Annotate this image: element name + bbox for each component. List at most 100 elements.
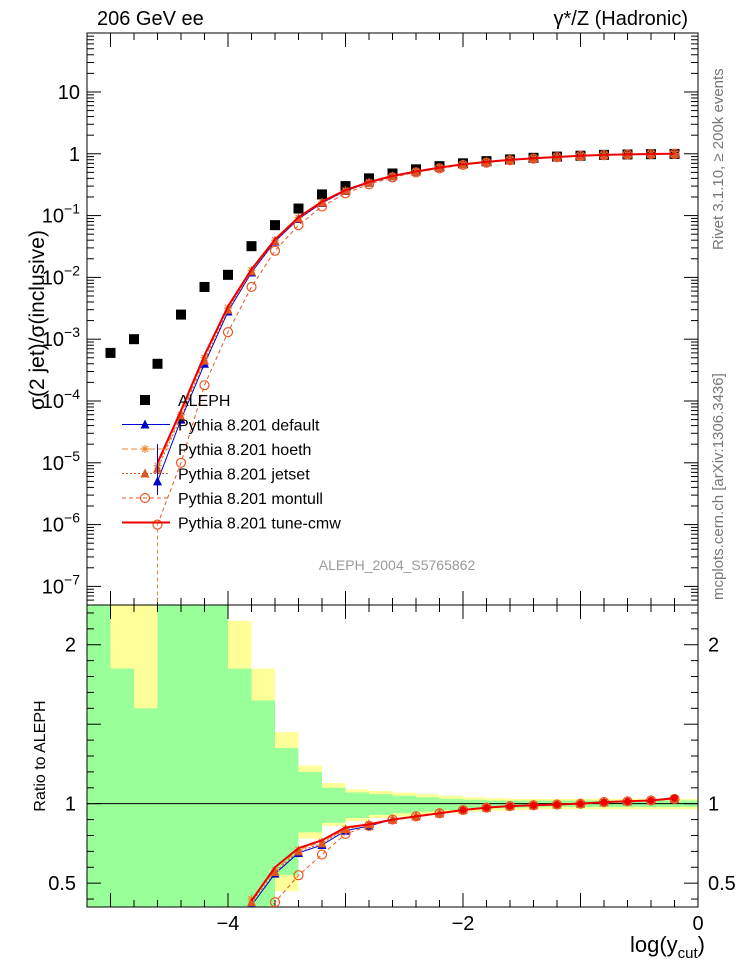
- ratio-point-tune-cmw: [483, 804, 490, 812]
- main-ytick-label: 10−3: [42, 324, 80, 351]
- legend-label: ALEPH: [178, 393, 230, 410]
- main-point-series-0: [152, 358, 163, 369]
- ratio-point-series-3: [316, 849, 328, 860]
- tick-base: 10: [42, 391, 64, 413]
- main-point-series-0: [270, 220, 280, 231]
- band-inner-8: [275, 748, 299, 876]
- mcplots-label: mcplots.cern.ch [arXiv:1306.3436]: [710, 373, 727, 600]
- xtick-label: −4: [217, 913, 240, 935]
- band-inner-16: [463, 799, 487, 810]
- ratio-point-tune-cmw: [671, 794, 678, 802]
- tick-exponent: −3: [64, 324, 80, 340]
- ratio-point-series-3: [247, 926, 256, 935]
- main-ytick-label: 10−5: [42, 448, 80, 475]
- main-line-series-5: [156, 152, 675, 464]
- xtick-label: 0: [692, 913, 703, 935]
- band-inner-13: [392, 795, 416, 814]
- legend-marker: [140, 395, 150, 405]
- ratio-point-series-3: [269, 897, 281, 907]
- band-inner-12: [369, 794, 393, 815]
- ratio-point-tune-cmw: [506, 802, 514, 810]
- legend-marker: [139, 492, 151, 504]
- band-inner-5: [204, 605, 228, 907]
- tick-base: 10: [42, 453, 64, 475]
- ratio-point-series-3: [293, 870, 304, 881]
- ratio-point-tune-cmw: [530, 801, 537, 809]
- ratio-point-tune-cmw: [624, 797, 631, 805]
- process-label: γ*/Z (Hadronic): [554, 8, 688, 30]
- main-point-series-4: [222, 327, 234, 338]
- main-axis-ticks: [86, 32, 699, 606]
- ratio-point-series-2: [247, 897, 256, 907]
- legend-marker: [140, 419, 150, 429]
- legend-marker: [141, 445, 149, 453]
- main-ytick-label: 10−1: [42, 201, 80, 228]
- analysis-watermark: ALEPH_2004_S5765862: [319, 557, 476, 573]
- legend: ALEPH Pythia 8.201 default Pythia 8.201 ho…: [122, 393, 341, 533]
- main-point-series-4: [199, 380, 210, 391]
- x-axis-title-sub: cut: [678, 945, 699, 962]
- tick-base: 10: [42, 329, 64, 351]
- main-point-series-0: [105, 347, 116, 358]
- ratio-ytick-label-right: 2: [708, 635, 719, 657]
- ratio-point-tune-cmw: [647, 797, 655, 805]
- band-inner-10: [322, 787, 346, 823]
- band-inner-15: [439, 798, 463, 811]
- ratio-ytick-label-left: 1: [65, 794, 76, 816]
- ratio-tick-labels: 0.5 0.5 1 1 2 2 −4 −2 0: [48, 635, 736, 935]
- main-point-series-0: [317, 189, 327, 200]
- tick-base: 10: [42, 206, 64, 228]
- main-point-series-0: [246, 241, 257, 252]
- main-point-series-3: [670, 148, 679, 158]
- main-point-series-0: [293, 203, 304, 214]
- legend-marker: [140, 468, 150, 478]
- tick-exponent: −6: [64, 510, 80, 526]
- main-point-series-4: [175, 457, 187, 468]
- main-point-series-0: [199, 281, 210, 292]
- legend-label: Pythia 8.201 montull: [178, 491, 323, 508]
- main-point-series-4: [269, 245, 281, 256]
- band-inner-14: [416, 797, 440, 812]
- ratio-ytick-label-left: 0.5: [48, 873, 76, 895]
- x-axis-title: log(ycut): [630, 932, 705, 962]
- ratio-y-axis-title: Ratio to ALEPH: [32, 700, 49, 811]
- main-ytick-label: 10−6: [42, 510, 80, 537]
- xtick-label: −2: [452, 913, 475, 935]
- legend-label: Pythia 8.201 tune-cmw: [178, 516, 341, 533]
- main-point-series-3: [176, 412, 186, 422]
- tick-exponent: −4: [64, 386, 80, 402]
- ratio-ytick-label-left: 2: [65, 635, 76, 657]
- ratio-point-tune-cmw: [459, 806, 467, 814]
- tick-exponent: −5: [64, 448, 80, 464]
- band-inner-9: [298, 771, 322, 833]
- tick-exponent: −1: [64, 201, 80, 217]
- band-inner-2: [134, 708, 158, 907]
- energy-label: 206 GeV ee: [97, 8, 204, 30]
- tick-base: 10: [42, 267, 64, 289]
- tick-exponent: −2: [64, 262, 80, 278]
- legend-label: Pythia 8.201 jetset: [178, 467, 310, 484]
- main-ytick-label: 1: [69, 144, 80, 166]
- band-inner-3: [157, 605, 181, 907]
- main-point-series-0: [176, 309, 186, 320]
- ratio-point-series-2: [294, 846, 303, 856]
- ratio-point-series-2: [317, 838, 327, 848]
- tick-exponent: −7: [64, 571, 80, 587]
- band-inner-11: [345, 792, 369, 818]
- main-point-series-0: [129, 334, 139, 345]
- main-y-axis-title: σ(2 jet)/σ(inclusive): [26, 230, 49, 410]
- main-point-series-4: [293, 220, 304, 231]
- x-axis-title-main: log(y: [630, 932, 678, 957]
- main-ytick-label: 10−2: [42, 262, 80, 289]
- legend-label: Pythia 8.201 default: [178, 418, 320, 435]
- band-inner-6: [228, 668, 252, 907]
- main-point-series-0: [223, 269, 233, 280]
- main-ytick-label: 10: [58, 82, 80, 104]
- ratio-point-tune-cmw: [577, 800, 584, 808]
- legend-label: Pythia 8.201 hoeth: [178, 442, 311, 459]
- main-ytick-label: 10−4: [42, 386, 80, 413]
- ratio-series-group: [247, 793, 680, 935]
- rivet-label: Rivet 3.1.10, ≥ 200k events: [710, 68, 727, 250]
